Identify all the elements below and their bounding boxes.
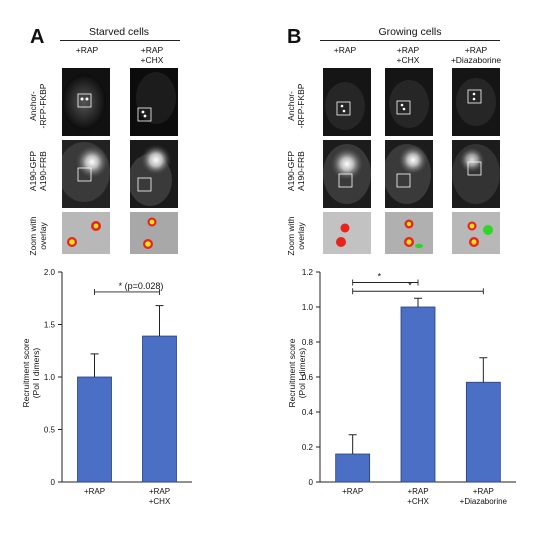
zoom-overlay-b-rap-diazaborine xyxy=(452,212,500,254)
chart-b-category-label: +RAP xyxy=(342,487,363,496)
panel-a-col-rap-chx: +RAP +CHX xyxy=(140,45,164,65)
panel-a-group-line xyxy=(60,40,180,41)
chart-b-bar xyxy=(465,381,501,483)
chart-a-significance-label: * (p=0.028) xyxy=(119,281,164,291)
panel-a-row-label-a190: A190-GFP A190-FRB xyxy=(28,150,48,192)
chart-b-ytick-label: 0.6 xyxy=(302,373,314,382)
panel-a-row-label-anchor: Anchor- -RFP-FKBP xyxy=(28,83,48,129)
chart-a-category-label: +RAP xyxy=(149,487,170,496)
panel-b-row-label-a190: A190-GFP A190-FRB xyxy=(286,150,306,192)
panel-b-row-label-anchor: Anchor- -RFP-FKBP xyxy=(286,83,306,129)
chart-b-ytick-label: 0.8 xyxy=(302,338,314,347)
chart-a: 00.51.01.52.0+RAP +RAP+CHX* (p=0.028) xyxy=(44,268,192,506)
panel-b-col-rap-chx: +RAP +CHX xyxy=(396,45,420,65)
micrograph-a-anchor-rap-chx xyxy=(130,68,178,136)
panel-b-group-title: Growing cells xyxy=(378,26,442,38)
chart-b-ytick-label: 0 xyxy=(309,478,314,487)
micrograph-a-anchor-rap xyxy=(62,68,110,136)
panel-b-col-rap-diazaborine: +RAP +Diazaborine xyxy=(450,45,502,65)
panel-b-letter: B xyxy=(287,26,302,48)
micrograph-a-a190-rap xyxy=(62,140,110,208)
panel-a-col-rap: +RAP xyxy=(75,45,99,55)
chart-b-ytick-label: 0.4 xyxy=(302,408,314,417)
chart-b: 00.20.40.60.81.01.2+RAP +RAP+CHX+RAP+Diaz… xyxy=(302,268,516,506)
chart-a-bar xyxy=(77,376,112,483)
chart-b-ytick-label: 1.2 xyxy=(302,268,314,277)
chart-b-ytick-label: 0.2 xyxy=(302,443,314,452)
chart-a-ytick-label: 0.5 xyxy=(44,426,56,435)
panel-a-letter: A xyxy=(30,26,45,48)
chart-a-bar xyxy=(142,335,177,483)
chart-a-ytick-label: 1.5 xyxy=(44,321,56,330)
chart-b-bar xyxy=(335,453,371,483)
micrograph-b-anchor-rap-diazaborine xyxy=(452,68,500,136)
chart-b-significance-label: * xyxy=(378,272,382,282)
panel-b-col-rap: +RAP xyxy=(333,45,357,55)
chart-b-category-label: +RAP xyxy=(407,487,428,496)
panel-a-group-title: Starved cells xyxy=(88,26,150,38)
chart-a-ytick-label: 1.0 xyxy=(44,373,56,382)
zoom-overlay-a-rap xyxy=(62,212,110,254)
micrograph-a-a190-rap-chx xyxy=(130,140,178,208)
chart-a-category-label: +CHX xyxy=(149,497,171,506)
panel-b-group-line xyxy=(320,40,500,41)
chart-b-ytick-label: 1.0 xyxy=(302,303,314,312)
micrograph-b-a190-rap-diazaborine xyxy=(452,140,500,208)
zoom-overlay-b-rap xyxy=(323,212,371,254)
zoom-overlay-b-rap-chx xyxy=(385,212,433,254)
micrograph-b-a190-rap-chx xyxy=(385,140,433,208)
chart-b-category-label: +RAP xyxy=(473,487,494,496)
chart-a-category-label: +RAP xyxy=(84,487,105,496)
chart-a-ytick-label: 2.0 xyxy=(44,268,56,277)
chart-b-category-label: +Diazaborine xyxy=(460,497,508,506)
chart-b-bar xyxy=(400,306,436,483)
chart-a-ytick-label: 0 xyxy=(51,478,56,487)
micrograph-b-anchor-rap-chx xyxy=(385,68,433,136)
chart-b-significance-label: * xyxy=(408,280,412,290)
chart-b-category-label: +CHX xyxy=(407,497,429,506)
zoom-overlay-a-rap-chx xyxy=(130,212,178,254)
micrograph-b-a190-rap xyxy=(323,140,371,208)
micrograph-b-anchor-rap xyxy=(323,68,371,136)
